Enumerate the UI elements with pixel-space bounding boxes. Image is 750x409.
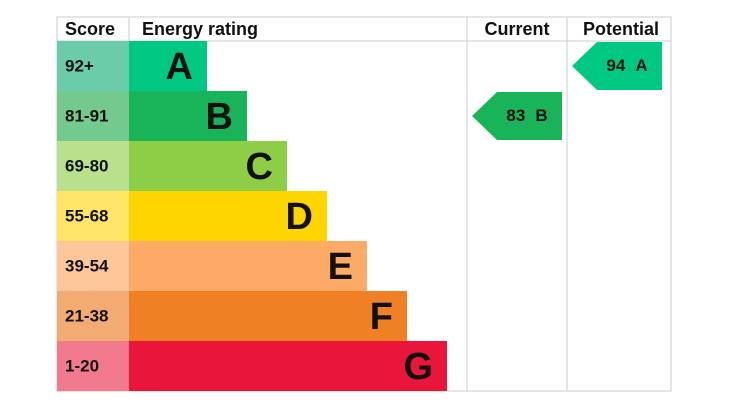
score-label: 21-38 [65,306,108,325]
potential-letter: A [635,56,647,75]
band-bar [129,341,447,391]
band-letter: A [166,46,193,88]
current-value: 83 [506,106,525,125]
band-letter: C [246,146,273,188]
header-current: Current [484,19,549,39]
score-cell [57,91,129,141]
band-letter: F [370,296,393,338]
score-cell [57,291,129,341]
score-label: 1-20 [65,356,99,375]
band-letter: G [403,346,433,388]
band-letter: E [328,246,353,288]
score-cell [57,191,129,241]
potential-value: 94 [606,56,625,75]
score-cell [57,141,129,191]
band-letter: B [206,96,233,138]
band-letter: D [286,196,313,238]
score-label: 81-91 [65,106,108,125]
band-bar [129,141,287,191]
band-bar [129,191,327,241]
potential-label: 94 A [606,56,647,75]
current-arrow [472,92,562,140]
score-label: 69-80 [65,156,108,175]
score-label: 39-54 [65,256,109,275]
potential-arrow [572,42,662,90]
band-bar [129,41,207,91]
header-potential: Potential [583,19,659,39]
band-bar [129,291,407,341]
band-bar [129,91,247,141]
current-letter: B [535,106,547,125]
score-cell [57,341,129,391]
score-label: 55-68 [65,206,108,225]
band-bar [129,241,367,291]
current-label: 83 B [506,106,547,125]
score-label: 92+ [65,56,94,75]
header-score: Score [65,19,115,39]
score-cell [57,41,129,91]
header-rating: Energy rating [142,19,258,39]
score-cell [57,241,129,291]
